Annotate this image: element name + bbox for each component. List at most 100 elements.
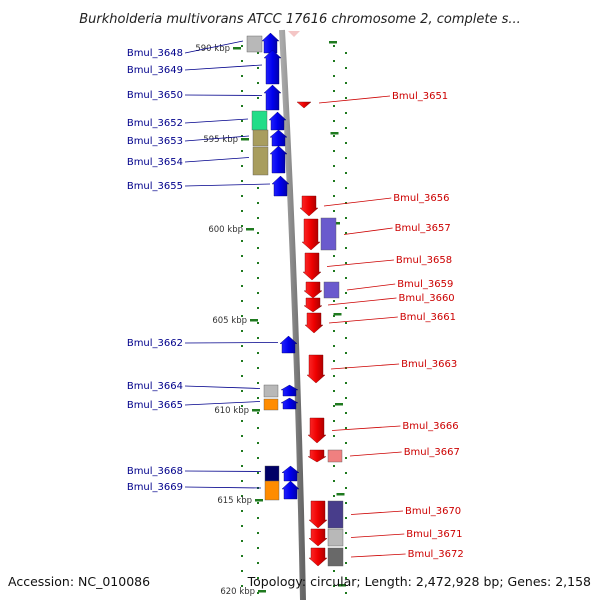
leader-line bbox=[184, 401, 261, 406]
gene-label-bmul-3651[interactable]: Bmul_3651 bbox=[392, 91, 448, 102]
major-tick bbox=[333, 313, 342, 316]
minor-tick bbox=[241, 345, 243, 347]
minor-tick bbox=[333, 255, 335, 257]
minor-tick bbox=[257, 52, 259, 54]
gene-label-bmul-3660[interactable]: Bmul_3660 bbox=[399, 293, 455, 304]
minor-tick bbox=[257, 562, 259, 564]
minor-tick bbox=[241, 435, 243, 437]
gene-label-bmul-3672[interactable]: Bmul_3672 bbox=[408, 549, 464, 560]
gene-arrow-bmul-3652[interactable] bbox=[268, 111, 287, 131]
gene-arrow-bmul-3661[interactable] bbox=[304, 312, 324, 334]
gene-label-bmul-3662[interactable]: Bmul_3662 bbox=[127, 338, 183, 349]
minor-tick bbox=[257, 472, 259, 474]
gene-label-bmul-3666[interactable]: Bmul_3666 bbox=[402, 421, 458, 432]
cog-box-bmul-3669 bbox=[264, 480, 280, 501]
minor-tick bbox=[345, 277, 347, 279]
minor-tick bbox=[241, 555, 243, 557]
minor-tick bbox=[241, 495, 243, 497]
minor-tick bbox=[345, 502, 347, 504]
gene-label-bmul-3654[interactable]: Bmul_3654 bbox=[127, 157, 183, 168]
minor-tick bbox=[333, 165, 335, 167]
gene-arrow-bmul-3665[interactable] bbox=[280, 397, 299, 410]
gene-arrow-bmul-3649[interactable] bbox=[263, 49, 282, 85]
minor-tick bbox=[333, 390, 335, 392]
gene-label-bmul-3657[interactable]: Bmul_3657 bbox=[395, 223, 451, 234]
gene-arrow-bmul-3672[interactable] bbox=[308, 547, 328, 567]
minor-tick bbox=[241, 390, 243, 392]
minor-tick bbox=[257, 352, 259, 354]
cog-box-bmul-3671 bbox=[327, 528, 344, 547]
gene-arrow-bmul-3663[interactable] bbox=[306, 354, 326, 384]
minor-tick bbox=[333, 135, 335, 137]
gene-label-bmul-3671[interactable]: Bmul_3671 bbox=[406, 529, 462, 540]
gene-arrow-bmul-3669[interactable] bbox=[281, 480, 300, 500]
gene-arrow-bmul-3662[interactable] bbox=[279, 335, 298, 354]
gene-arrow-bmul-3654[interactable] bbox=[269, 145, 288, 174]
gene-label-bmul-3668[interactable]: Bmul_3668 bbox=[127, 466, 183, 477]
minor-tick bbox=[241, 270, 243, 272]
minor-tick bbox=[241, 285, 243, 287]
cog-box-bmul-3659 bbox=[323, 281, 340, 299]
gene-label-bmul-3661[interactable]: Bmul_3661 bbox=[400, 312, 456, 323]
minor-tick bbox=[257, 202, 259, 204]
topology-text: Topology: circular; Length: 2,472,928 bp… bbox=[247, 574, 591, 589]
leader-line bbox=[349, 451, 402, 457]
gene-label-bmul-3649[interactable]: Bmul_3649 bbox=[127, 65, 183, 76]
map-title: Burkholderia multivorans ATCC 17616 chro… bbox=[79, 12, 521, 27]
minor-tick bbox=[241, 150, 243, 152]
gene-arrow-bmul-3651[interactable] bbox=[296, 101, 312, 109]
gene-label-bmul-3664[interactable]: Bmul_3664 bbox=[127, 381, 183, 392]
minor-tick bbox=[333, 495, 335, 497]
gene-label-bmul-3663[interactable]: Bmul_3663 bbox=[401, 359, 457, 370]
minor-tick bbox=[345, 97, 347, 99]
minor-tick bbox=[257, 412, 259, 414]
leader-line bbox=[326, 259, 394, 267]
minor-tick bbox=[241, 240, 243, 242]
minor-tick bbox=[345, 307, 347, 309]
cog-box-bmul-3667 bbox=[327, 449, 343, 463]
minor-tick bbox=[345, 52, 347, 54]
gene-arrow-bmul-3671[interactable] bbox=[308, 528, 328, 547]
minor-tick bbox=[345, 352, 347, 354]
gene-arrow-bmul-3648[interactable] bbox=[261, 32, 280, 54]
leader-line bbox=[323, 197, 392, 207]
minor-tick bbox=[345, 157, 347, 159]
gene-arrow-bmul-3653[interactable] bbox=[269, 129, 288, 147]
minor-tick bbox=[345, 442, 347, 444]
gene-arrow-bmul-3657[interactable] bbox=[301, 218, 321, 251]
gene-arrow-bmul-3650[interactable] bbox=[263, 84, 282, 111]
minor-tick bbox=[241, 540, 243, 542]
leader-line bbox=[184, 470, 262, 472]
gene-label-bmul-3659[interactable]: Bmul_3659 bbox=[397, 279, 453, 290]
gene-arrow-bmul-3668[interactable] bbox=[281, 465, 300, 482]
minor-tick bbox=[241, 180, 243, 182]
gene-label-bmul-3652[interactable]: Bmul_3652 bbox=[127, 118, 183, 129]
gene-arrow-bmul-3658[interactable] bbox=[302, 252, 322, 281]
minor-tick bbox=[345, 517, 347, 519]
gene-arrow-bmul-3656[interactable] bbox=[299, 195, 319, 217]
gene-label-bmul-3665[interactable]: Bmul_3665 bbox=[127, 400, 183, 411]
gene-label-bmul-3667[interactable]: Bmul_3667 bbox=[404, 447, 460, 458]
gene-arrow-bmul-3659[interactable] bbox=[303, 281, 323, 299]
gene-label-bmul-3658[interactable]: Bmul_3658 bbox=[396, 255, 452, 266]
gene-label-bmul-3650[interactable]: Bmul_3650 bbox=[127, 90, 183, 101]
gene-arrow-bmul-3667[interactable] bbox=[307, 449, 327, 463]
leader-line bbox=[184, 118, 249, 124]
minor-tick bbox=[241, 195, 243, 197]
gene-arrow-bmul-3664[interactable] bbox=[280, 384, 299, 397]
gene-label-bmul-3670[interactable]: Bmul_3670 bbox=[405, 506, 461, 517]
gene-label-bmul-3653[interactable]: Bmul_3653 bbox=[127, 136, 183, 147]
gene-label-bmul-3655[interactable]: Bmul_3655 bbox=[127, 181, 183, 192]
gene-arrow-bmul-3666[interactable] bbox=[307, 417, 327, 444]
leader-line bbox=[346, 283, 396, 291]
gene-label-bmul-3669[interactable]: Bmul_3669 bbox=[127, 482, 183, 493]
minor-tick bbox=[241, 375, 243, 377]
gene-arrow-bmul-3660[interactable] bbox=[303, 297, 323, 313]
gene-arrow-bmul-3655[interactable] bbox=[271, 175, 290, 197]
gene-label-bmul-3656[interactable]: Bmul_3656 bbox=[393, 193, 449, 204]
gene-arrow-bmul-3670[interactable] bbox=[308, 500, 328, 529]
minor-tick bbox=[257, 397, 259, 399]
gene-label-bmul-3648[interactable]: Bmul_3648 bbox=[127, 48, 183, 59]
minor-tick bbox=[257, 547, 259, 549]
kbp-tick-label: 605 kbp bbox=[212, 316, 247, 326]
